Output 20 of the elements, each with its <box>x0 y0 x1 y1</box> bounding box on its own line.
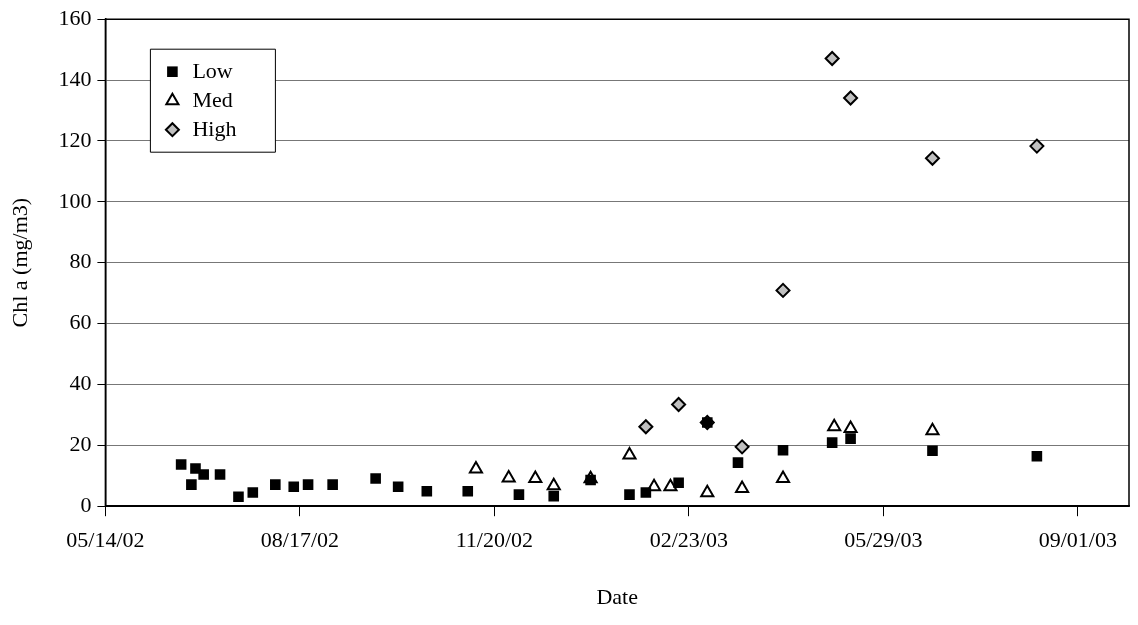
y-tick-label: 40 <box>69 370 92 396</box>
legend-label: High <box>192 116 237 142</box>
x-tick-label: 05/29/03 <box>844 527 923 553</box>
x-tick-label: 05/14/02 <box>66 527 145 553</box>
x-axis-title: Date <box>596 583 638 609</box>
y-tick-label: 80 <box>69 248 92 274</box>
legend-label: Med <box>192 87 233 113</box>
x-tick-label: 11/20/02 <box>455 527 534 553</box>
y-tick-label: 20 <box>69 431 92 457</box>
y-tick-label: 100 <box>58 187 92 213</box>
x-tick-label: 09/01/03 <box>1038 527 1117 553</box>
y-tick-label: 160 <box>58 4 92 30</box>
y-axis-title: Chl a (mg/m3) <box>6 197 32 328</box>
y-tick-label: 140 <box>58 65 92 91</box>
x-tick-label: 08/17/02 <box>260 527 339 553</box>
y-tick-label: 0 <box>80 491 92 517</box>
y-tick-label: 120 <box>58 126 92 152</box>
legend-label: Low <box>192 58 233 84</box>
y-tick-label: 60 <box>69 309 92 335</box>
x-tick-label: 02/23/03 <box>649 527 728 553</box>
